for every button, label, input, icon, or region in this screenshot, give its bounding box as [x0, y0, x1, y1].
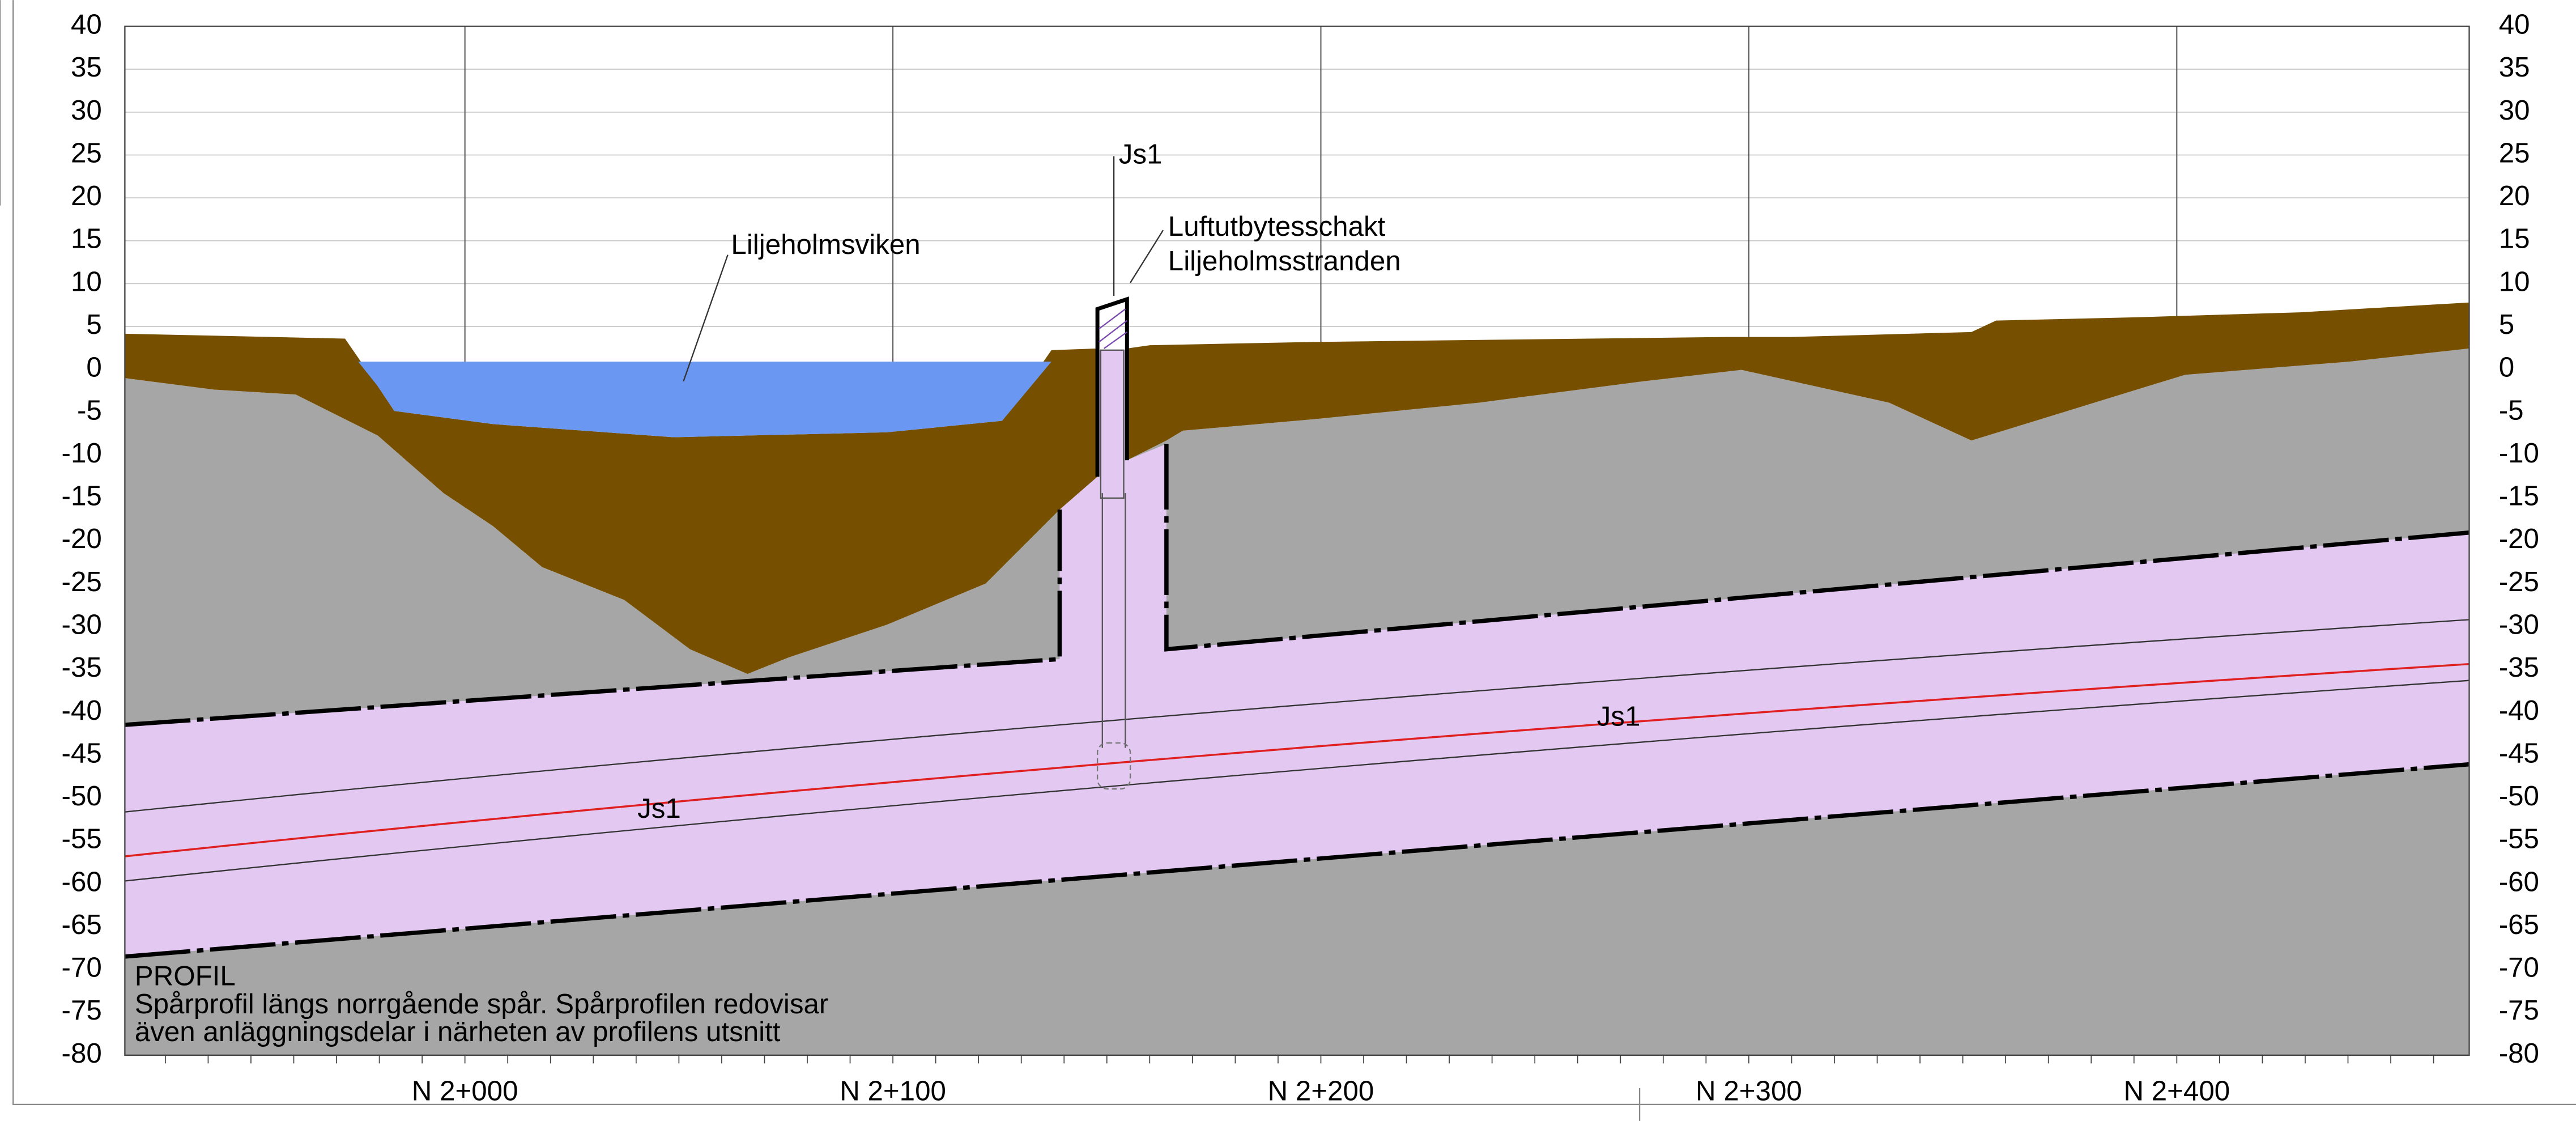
rock-boundary-upper-right	[1164, 444, 2469, 652]
rock-boundary-upper-left	[125, 509, 1062, 727]
y-tick-label-right: 5	[2499, 309, 2514, 340]
shaft	[1095, 296, 1129, 477]
shaft-hatch	[1098, 308, 1128, 349]
y-tick-label-right: -10	[2499, 438, 2539, 469]
y-tick-label: -10	[62, 438, 102, 469]
y-tick-label: -15	[62, 481, 102, 512]
soil	[125, 333, 1098, 674]
y-tick-label-right: 20	[2499, 180, 2530, 211]
y-tick-label: 40	[71, 9, 102, 40]
shaft-cylinder	[1101, 493, 1126, 748]
plot-frame	[124, 26, 2470, 1056]
y-tick-label-right: -75	[2499, 995, 2539, 1026]
y-tick-label: 10	[71, 266, 102, 297]
y-tick-label: -20	[62, 523, 102, 554]
y-tick-label-right: -25	[2499, 566, 2539, 597]
tunnel-label: Js1	[637, 793, 681, 824]
x-tick-label: N 2+000	[412, 1076, 518, 1107]
shaft-name: Luftutbytesschakt	[1168, 211, 1386, 242]
y-tick-label-right: -5	[2499, 394, 2524, 426]
y-tick-label-right: 25	[2499, 137, 2530, 168]
y-tick-label: -30	[62, 609, 102, 640]
y-tick-label-right: 10	[2499, 266, 2530, 297]
rock-boundary-lower	[125, 762, 2469, 959]
leader-shaft-name	[1130, 230, 1164, 283]
y-tick-label-right: -30	[2499, 609, 2539, 640]
y-tick-label: -40	[62, 695, 102, 726]
y-tick-label: 0	[86, 352, 101, 383]
y-tick-label-right: -50	[2499, 780, 2539, 812]
y-tick-label: -55	[62, 823, 102, 855]
profile-text: även anläggningsdelar i närheten av prof…	[135, 1016, 781, 1047]
x-tick-label: N 2+400	[2123, 1076, 2230, 1107]
x-tick-label: N 2+100	[840, 1076, 946, 1107]
shaft-name: Liljeholmsstranden	[1168, 245, 1401, 277]
tunnel-floor-line	[125, 680, 2469, 882]
y-tick-label: -25	[62, 566, 102, 597]
profile-title: PROFIL	[135, 961, 236, 992]
shaft-label: Js1	[1119, 139, 1163, 170]
y-tick-label-right: -40	[2499, 695, 2539, 726]
y-tick-label-right: -35	[2499, 652, 2539, 683]
y-tick-label-right: -55	[2499, 823, 2539, 855]
y-tick-label: 20	[71, 180, 102, 211]
y-tick-label: -70	[62, 952, 102, 983]
water-label: Liljeholmsviken	[731, 229, 920, 260]
tunnel-roof-line	[125, 619, 2469, 813]
y-tick-label: -5	[77, 394, 102, 426]
y-tick-label-right: 35	[2499, 52, 2530, 83]
y-tick-label-right: 40	[2499, 9, 2530, 40]
leader-water	[683, 254, 729, 382]
y-tick-label: -50	[62, 780, 102, 812]
y-tick-label-right: 30	[2499, 95, 2530, 126]
y-tick-label: -35	[62, 652, 102, 683]
y-tick-label: -75	[62, 995, 102, 1026]
y-tick-label-right: -20	[2499, 523, 2539, 554]
y-tick-label-right: -70	[2499, 952, 2539, 983]
y-tick-label: -45	[62, 737, 102, 768]
y-tick-label-right: 0	[2499, 352, 2514, 383]
track-line	[125, 663, 2469, 857]
x-tick-label: N 2+200	[1268, 1076, 1374, 1107]
y-tick-label: -80	[62, 1038, 102, 1069]
shaft-inner	[1100, 349, 1125, 499]
y-tick-label-right: -80	[2499, 1038, 2539, 1069]
shaft-bottom	[1096, 742, 1131, 790]
y-tick-label: -60	[62, 866, 102, 897]
soil-right	[1127, 302, 2469, 461]
y-tick-label-right: -65	[2499, 909, 2539, 940]
y-tick-label-right: -45	[2499, 737, 2539, 768]
x-tick-label: N 2+300	[1696, 1076, 1802, 1107]
y-tick-label: 15	[71, 223, 102, 254]
y-tick-label: 35	[71, 52, 102, 83]
y-tick-label: 25	[71, 137, 102, 168]
y-tick-label-right: -15	[2499, 481, 2539, 512]
profile-text: Spårprofil längs norrgående spår. Spårpr…	[135, 988, 829, 1020]
y-tick-label: 5	[86, 309, 101, 340]
tunnel-label: Js1	[1597, 700, 1641, 732]
water	[358, 362, 1051, 438]
tunnel-zone	[125, 350, 2469, 957]
y-tick-label-right: 15	[2499, 223, 2530, 254]
y-tick-label-right: -60	[2499, 866, 2539, 897]
y-tick-label: -65	[62, 909, 102, 940]
y-tick-label: 30	[71, 95, 102, 126]
